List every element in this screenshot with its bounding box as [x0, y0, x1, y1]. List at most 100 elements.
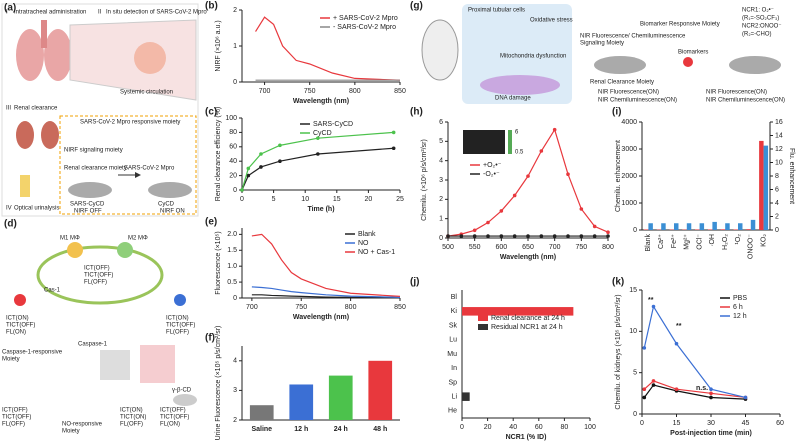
x-tick-label: 48 h	[373, 426, 387, 433]
legend-label: NO	[358, 240, 369, 247]
data-point	[579, 207, 584, 211]
y2-tick-label: 10	[775, 159, 783, 166]
y-tick-label: 0	[233, 295, 237, 302]
bar	[462, 307, 574, 316]
lung	[16, 29, 44, 81]
bar	[720, 229, 726, 230]
diagram-text: NCR2:ONOO⁻	[742, 24, 782, 30]
y2-tick-label: 2	[775, 213, 779, 220]
x-tick-label: 500	[442, 244, 454, 251]
x-tick-label: 40	[509, 424, 517, 431]
y2-tick-label: 6	[775, 186, 779, 193]
diagram-text: Renal clearance moiety	[64, 166, 127, 172]
legend-label: -O₂•⁻	[483, 171, 500, 178]
x-tick-label: 700	[246, 304, 258, 311]
data-point	[709, 387, 713, 392]
y2-tick-label: 0	[775, 227, 779, 234]
x-tick-label: 10	[301, 196, 309, 203]
data-point	[391, 146, 396, 151]
y-tick-label: Ki	[451, 308, 458, 315]
x-tick-label: 0	[240, 196, 244, 203]
bar	[328, 375, 353, 420]
data-point	[642, 346, 647, 350]
diagram-text: (R₂=-CHO)	[742, 32, 772, 38]
cyclodextrin	[173, 394, 197, 406]
y-tick-label: Lu	[449, 337, 457, 344]
series-line	[251, 286, 401, 298]
x-tick-label: 24 h	[334, 426, 348, 433]
data-point	[240, 188, 244, 192]
series-line	[251, 233, 401, 298]
data-point	[246, 173, 251, 178]
diagram-text: NO-responsive	[62, 422, 103, 428]
data-point	[592, 234, 597, 238]
y-tick-label: He	[448, 408, 457, 415]
signal	[683, 57, 693, 67]
molecule-box	[100, 350, 130, 380]
x-axis-label: Post-injection time (min)	[670, 430, 752, 437]
legend-label: NO + Cas-1	[358, 249, 395, 256]
bar	[763, 145, 769, 230]
y-tick-label: 4	[439, 158, 443, 165]
diagram-text: Caspase-1-responsive	[2, 350, 63, 356]
y-tick-label: 100	[225, 115, 237, 122]
diagram-text: FL(OFF)	[166, 330, 189, 336]
diagram-text: IV	[6, 206, 12, 212]
panel-label: (f)	[205, 333, 215, 344]
x-tick-label: KO₂	[760, 234, 767, 247]
macrophage	[67, 242, 83, 258]
x-axis-label: Time (h)	[307, 206, 334, 213]
x-tick-label: 60	[776, 420, 784, 427]
data-point	[709, 395, 713, 400]
data-point	[642, 395, 647, 400]
y-tick-label: 4000	[621, 119, 637, 126]
data-point	[526, 174, 530, 178]
y-tick-label: 0	[633, 411, 637, 418]
x-tick-label: ONOO⁻	[748, 234, 755, 259]
diagram-text: NIR Fluorescence(ON)	[598, 90, 659, 96]
x-tick-label: 15	[333, 196, 341, 203]
y-tick-label: 2	[439, 196, 443, 203]
bar	[643, 229, 649, 230]
diagram-text: FL(OFF)	[2, 422, 25, 428]
data-point	[512, 193, 517, 198]
diagram-text: NIRF ON	[160, 209, 185, 215]
molecule-box	[140, 345, 175, 383]
diagram-text: NIRF signaling moiety	[64, 148, 123, 154]
data-point	[552, 127, 557, 132]
diagram-text: Biomarker Responsive Moiety	[640, 22, 720, 28]
diagram-text: SARS-CyCD	[70, 202, 105, 208]
diagram-text: Oxidative stress	[530, 18, 573, 24]
kidney	[41, 121, 59, 149]
x-tick-label: 0	[460, 424, 464, 431]
diagram-text: NIR Fluorescence/ Chemiluminescence	[580, 34, 686, 40]
x-tick-label: 100	[584, 424, 596, 431]
y-tick-label: 20	[229, 172, 237, 179]
diagram-text: (R₁=-SO₂CF₃)	[742, 16, 779, 22]
bar	[707, 229, 713, 230]
data-point	[446, 234, 450, 238]
x-tick-label: 700	[549, 244, 561, 251]
panel-d-art	[14, 242, 197, 406]
x-axis-label: Wavelength (nm)	[293, 98, 349, 105]
legend-label: Blank	[358, 231, 376, 238]
bar	[674, 223, 679, 230]
cyclodextrin	[594, 56, 646, 74]
legend-label: SARS-CyCD	[313, 121, 353, 128]
data-point	[592, 224, 597, 229]
panel-label: (i)	[612, 107, 621, 118]
diagram-text: Signaling Moiety	[580, 41, 624, 47]
x-tick-label: 30	[707, 420, 715, 427]
series-line	[241, 147, 394, 191]
legend-label: 6 h	[733, 304, 743, 311]
x-tick-label: Ca²⁺	[658, 234, 665, 249]
diagram-text: TICT(OFF)	[160, 415, 189, 421]
x-tick-label: 20	[484, 424, 492, 431]
y-axis-label: Urine Fluorescence (×10⁵ p/s/cm²/sr)	[215, 326, 222, 441]
diagram-text: SARS-CoV-2 Mpro responsive moiety	[80, 120, 180, 126]
y-tick-label: 0	[633, 227, 637, 234]
diagram-text: ICT(ON)	[166, 316, 189, 322]
x-tick-label: 0	[640, 420, 644, 427]
data-point	[539, 234, 544, 238]
